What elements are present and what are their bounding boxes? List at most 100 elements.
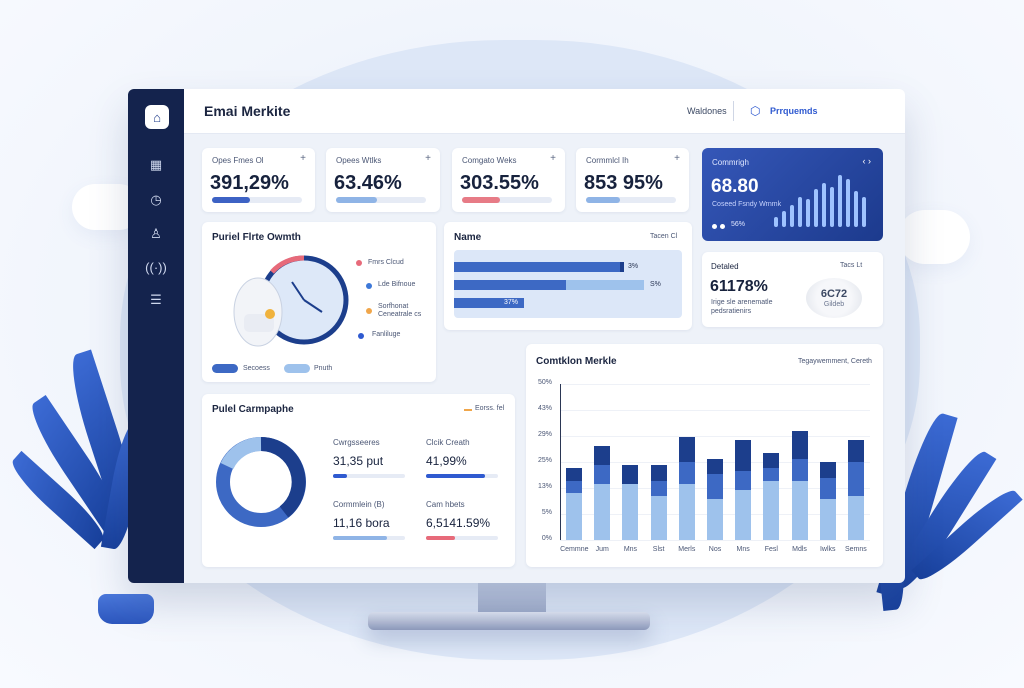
kpi-card[interactable]: Comgato Weks + 303.55% xyxy=(452,148,565,212)
y-axis-line xyxy=(560,384,561,540)
sparkline-bar xyxy=(822,183,826,227)
menu-icon[interactable]: ☰ xyxy=(150,292,162,307)
detailed-badge: 6C72 Gildeb xyxy=(806,278,862,318)
x-tick-label: Iwlks xyxy=(819,546,836,553)
bar-segment[interactable] xyxy=(847,440,864,462)
bar-segment[interactable] xyxy=(566,480,583,494)
funnel-illustration xyxy=(233,255,349,347)
sparkline-bar xyxy=(798,197,802,227)
bar-segment[interactable] xyxy=(594,446,611,466)
user-icon[interactable]: ♙ xyxy=(150,226,162,241)
push-label: Pnuth xyxy=(314,365,333,372)
signal-icon[interactable]: ((·)) xyxy=(145,259,167,275)
plus-icon[interactable]: + xyxy=(674,153,680,164)
y-tick-label: 5% xyxy=(541,509,552,516)
bar-segment[interactable] xyxy=(594,483,611,540)
cloud-right xyxy=(898,210,970,264)
x-tick-label: Mdls xyxy=(792,546,807,553)
app-logo[interactable]: ⌂ xyxy=(145,105,169,129)
stat-progress xyxy=(333,474,405,478)
detailed-meta: Tacs Lt xyxy=(840,262,863,269)
featured-value: 68.80 xyxy=(711,176,759,197)
bar-segment[interactable] xyxy=(650,480,667,497)
kpi-card[interactable]: Opees Wtlks + 63.46% xyxy=(326,148,440,212)
arrows-icon[interactable]: ‹ › xyxy=(862,156,872,166)
nav-link[interactable]: Waldones xyxy=(687,106,727,116)
bar-segment[interactable] xyxy=(650,465,667,481)
x-tick-label: Mns xyxy=(623,546,638,553)
stat-progress-fill xyxy=(333,536,387,540)
bar-segment[interactable] xyxy=(819,477,836,500)
stat-progress xyxy=(333,536,405,540)
kpi-progress xyxy=(336,197,426,203)
chart-meta: Tegaywemment, Cereth xyxy=(798,358,872,365)
plus-icon[interactable]: + xyxy=(550,153,556,164)
featured-percent: 56% xyxy=(731,221,746,228)
legend-label: Lde Bifnoue xyxy=(378,281,416,288)
y-tick-label: 13% xyxy=(537,483,552,490)
badge-value: 6C72 xyxy=(820,288,848,300)
bar-segment[interactable] xyxy=(791,458,808,481)
dashboard-icon[interactable]: ▦ xyxy=(149,157,163,172)
grid-line xyxy=(560,436,870,437)
success-pill[interactable] xyxy=(212,364,238,373)
kpi-value: 303.55% xyxy=(460,172,539,194)
grid-line xyxy=(560,410,870,411)
bar-segment[interactable] xyxy=(678,437,695,462)
kpi-progress-fill xyxy=(586,197,621,203)
bar-segment[interactable] xyxy=(735,471,752,491)
bar-segment[interactable] xyxy=(622,483,639,540)
plus-icon[interactable]: + xyxy=(425,153,431,164)
bar-segment[interactable] xyxy=(791,480,808,540)
bar-1[interactable] xyxy=(454,262,620,272)
bar-segment[interactable] xyxy=(707,499,723,540)
bar-segment[interactable] xyxy=(566,493,583,540)
plus-icon[interactable]: + xyxy=(300,153,306,164)
bar-chart-card: Comtklon Merkle Tegaywemment, Cereth 0% 5… xyxy=(526,344,883,567)
bar-segment[interactable] xyxy=(735,440,752,472)
grid-line xyxy=(560,384,870,385)
bar-segment[interactable] xyxy=(763,480,780,540)
bar-segment[interactable] xyxy=(678,462,695,484)
bar-area: 3% S% 37% xyxy=(454,250,682,318)
legend-label: Sorfhonat Ceneatrale cs xyxy=(378,303,422,318)
clock-icon[interactable]: ◷ xyxy=(150,192,162,207)
name-card: Name Tacen Cl 3% S% 37% xyxy=(444,222,692,330)
push-pill[interactable] xyxy=(284,364,310,373)
monitor-neck xyxy=(478,580,546,616)
bar-segment[interactable] xyxy=(622,465,639,484)
bar-segment[interactable] xyxy=(791,430,808,459)
bar-segment[interactable] xyxy=(707,458,723,475)
bar-segment[interactable] xyxy=(707,474,723,500)
bar-segment[interactable] xyxy=(819,462,836,478)
bar-segment[interactable] xyxy=(594,465,611,484)
bar-segment[interactable] xyxy=(819,499,836,540)
monitor-screen: ⌂ ▦ ◷ ♙ ((·)) ☰ Emai Merkite Waldones ⬡ … xyxy=(128,89,905,583)
bar-segment[interactable] xyxy=(847,462,864,497)
bar-segment[interactable] xyxy=(763,452,780,469)
bar-segment[interactable] xyxy=(650,496,667,540)
y-tick-label: 0% xyxy=(541,535,552,542)
legend-dot xyxy=(358,333,364,339)
detailed-description: Irige sle arenematle pedsratienirs xyxy=(711,299,773,315)
stat-label: Cwrgsseeres xyxy=(333,438,380,447)
bar-segment[interactable] xyxy=(735,490,752,540)
bar-3-value: 37% xyxy=(504,299,519,306)
chart-title: Comtklon Merkle xyxy=(536,356,617,367)
kpi-card[interactable]: Opes Fmes Ol + 391,29% xyxy=(202,148,315,212)
bar-segment[interactable] xyxy=(847,496,864,540)
bar-2[interactable] xyxy=(454,280,566,290)
bar-3[interactable] xyxy=(454,298,524,308)
kpi-card[interactable]: Cormmlcl Ih + 853 95% xyxy=(576,148,689,212)
bar-segment[interactable] xyxy=(678,483,695,540)
legend-dot xyxy=(366,283,372,289)
featured-card[interactable]: Commrigh ‹ › 68.80 Coseed Fsndy Wrnmk 56… xyxy=(702,148,883,241)
bar-segment[interactable] xyxy=(763,468,780,481)
stat-progress xyxy=(426,536,498,540)
top-bar: Emai Merkite Waldones ⬡ Prrquemds xyxy=(184,89,905,134)
bar-segment[interactable] xyxy=(566,468,583,481)
programs-button[interactable]: Prrquemds xyxy=(770,106,818,116)
sparkline-bar xyxy=(790,205,794,227)
stat-progress-fill xyxy=(426,536,455,540)
kpi-value: 853 95% xyxy=(584,172,663,194)
